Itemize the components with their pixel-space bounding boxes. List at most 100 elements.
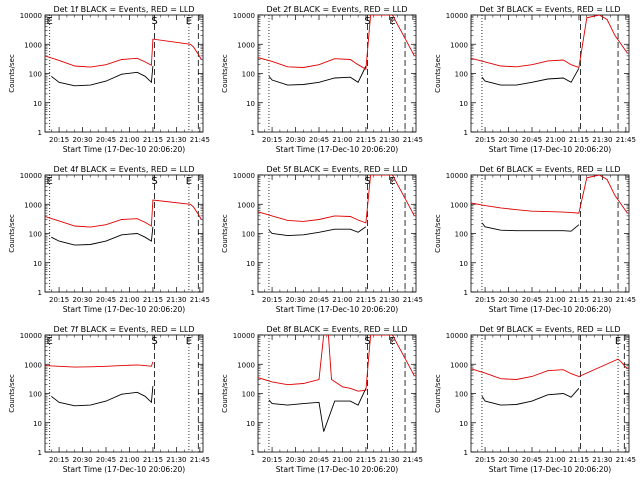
x-tick-label: 20:15 — [475, 296, 495, 304]
x-tick-label: 20:15 — [49, 456, 69, 464]
y-tick-label: 10 — [459, 260, 468, 268]
x-tick-label: 21:00 — [545, 296, 565, 304]
event-marker-label: E — [186, 336, 192, 347]
chart-panel-4: Det 4f BLACK = Events, RED = LLD 1 10 100 10… — [8, 165, 210, 314]
x-tick-label: 21:15 — [143, 296, 163, 304]
x-tick-label: 21:30 — [166, 296, 186, 304]
x-axis-label: Start Time (17-Dec-10 20:06:20) — [489, 305, 611, 314]
x-tick-label: 21:15 — [356, 296, 376, 304]
x-tick-label: 20:45 — [96, 136, 116, 144]
y-tick-label: 10000 — [233, 172, 255, 180]
y-tick-label: 100 — [242, 231, 255, 239]
series-line-events — [51, 385, 154, 407]
chart-title: Det 4f BLACK = Events, RED = LLD — [53, 165, 194, 174]
y-tick-label: 10 — [246, 420, 255, 428]
x-axis-label: Start Time (17-Dec-10 20:06:20) — [489, 145, 611, 154]
event-marker-label: E — [389, 16, 395, 27]
y-tick-label: 10 — [246, 100, 255, 108]
chart-panel-1: Det 1f BLACK = Events, RED = LLD 1 10 100 10… — [8, 5, 210, 154]
x-tick-label: 20:45 — [96, 296, 116, 304]
y-axis-label: Counts/sec — [8, 374, 16, 413]
y-tick-label: 1000 — [24, 201, 42, 209]
y-tick-label: 1000 — [450, 41, 468, 49]
x-tick-label: 20:30 — [498, 136, 518, 144]
x-tick-label: 20:30 — [285, 296, 305, 304]
y-axis-label: Counts/sec — [434, 54, 442, 93]
chart-title: Det 2f BLACK = Events, RED = LLD — [266, 5, 407, 14]
series-line-lld — [471, 358, 628, 380]
x-tick-label: 21:30 — [592, 136, 612, 144]
y-tick-label: 10000 — [446, 172, 468, 180]
x-tick-label: 21:15 — [569, 456, 589, 464]
x-tick-label: 21:00 — [119, 456, 139, 464]
x-axis-label: Start Time (17-Dec-10 20:06:20) — [63, 145, 185, 154]
y-tick-label: 1000 — [24, 361, 42, 369]
y-tick-label: 10 — [459, 100, 468, 108]
y-tick-label: 10000 — [233, 332, 255, 340]
series-line-events — [268, 65, 367, 86]
x-axis-label: Start Time (17-Dec-10 20:06:20) — [276, 145, 398, 154]
y-tick-label: 1 — [38, 449, 42, 457]
x-tick-label: 21:30 — [592, 456, 612, 464]
chart-title: Det 1f BLACK = Events, RED = LLD — [53, 5, 194, 14]
y-tick-label: 100 — [29, 231, 42, 239]
x-tick-label: 20:15 — [475, 136, 495, 144]
x-tick-label: 20:15 — [262, 136, 282, 144]
series-line-lld — [45, 199, 202, 228]
series-line-events — [481, 222, 580, 232]
y-tick-label: 100 — [455, 231, 468, 239]
x-tick-label: 21:45 — [403, 136, 423, 144]
series-line-lld — [45, 38, 202, 68]
y-tick-label: 10 — [33, 100, 42, 108]
series-line-events — [481, 388, 580, 406]
y-tick-label: 10000 — [446, 332, 468, 340]
x-tick-label: 20:15 — [262, 456, 282, 464]
x-tick-label: 20:45 — [522, 136, 542, 144]
y-tick-label: 10 — [459, 420, 468, 428]
chart-panel-8: Det 8f BLACK = Events, RED = LLD 1 10 100 10… — [221, 325, 423, 474]
x-tick-label: 21:15 — [143, 456, 163, 464]
plot-frame — [44, 174, 204, 293]
y-tick-label: 10000 — [20, 12, 42, 20]
series-line-events — [51, 65, 154, 87]
event-marker-label: E — [615, 336, 621, 347]
x-tick-label: 21:15 — [143, 136, 163, 144]
y-tick-label: 1 — [251, 289, 255, 297]
chart-panel-2: Det 2f BLACK = Events, RED = LLD 1 10 100 10… — [221, 5, 423, 154]
x-tick-label: 21:15 — [356, 136, 376, 144]
y-tick-label: 10 — [33, 260, 42, 268]
event-marker-label: E — [47, 336, 53, 347]
chart-title: Det 7f BLACK = Events, RED = LLD — [53, 325, 194, 334]
x-tick-label: 20:30 — [498, 296, 518, 304]
data-layer — [258, 335, 415, 432]
event-marker-label: S — [151, 336, 157, 347]
y-tick-label: 100 — [242, 71, 255, 79]
x-tick-label: 21:00 — [545, 456, 565, 464]
y-tick-label: 100 — [455, 71, 468, 79]
event-marker-label: S — [151, 16, 157, 27]
x-tick-label: 20:30 — [285, 136, 305, 144]
y-tick-label: 1 — [251, 129, 255, 137]
chart-title: Det 3f BLACK = Events, RED = LLD — [479, 5, 620, 14]
event-marker-label: E — [186, 176, 192, 187]
x-tick-label: 20:30 — [285, 456, 305, 464]
x-axis-label: Start Time (17-Dec-10 20:06:20) — [63, 305, 185, 314]
x-axis-label: Start Time (17-Dec-10 20:06:20) — [489, 465, 611, 474]
event-marker-label: S — [364, 336, 370, 347]
x-tick-label: 20:30 — [72, 136, 92, 144]
x-tick-label: 21:45 — [616, 136, 636, 144]
x-tick-label: 20:45 — [309, 296, 329, 304]
y-tick-label: 100 — [455, 391, 468, 399]
x-axis-label: Start Time (17-Dec-10 20:06:20) — [276, 305, 398, 314]
chart-panel-3: Det 3f BLACK = Events, RED = LLD 1 10 100 10… — [434, 5, 636, 154]
x-tick-label: 21:30 — [592, 296, 612, 304]
x-tick-label: 21:15 — [569, 296, 589, 304]
y-axis-label: Counts/sec — [221, 54, 229, 93]
data-layer — [258, 175, 415, 237]
x-tick-label: 20:30 — [72, 296, 92, 304]
y-tick-label: 100 — [29, 391, 42, 399]
x-tick-label: 20:15 — [262, 296, 282, 304]
chart-panel-6: Det 6f BLACK = Events, RED = LLD 1 10 100 10… — [434, 165, 636, 314]
data-layer — [45, 38, 202, 87]
event-marker-label: S — [364, 176, 370, 187]
